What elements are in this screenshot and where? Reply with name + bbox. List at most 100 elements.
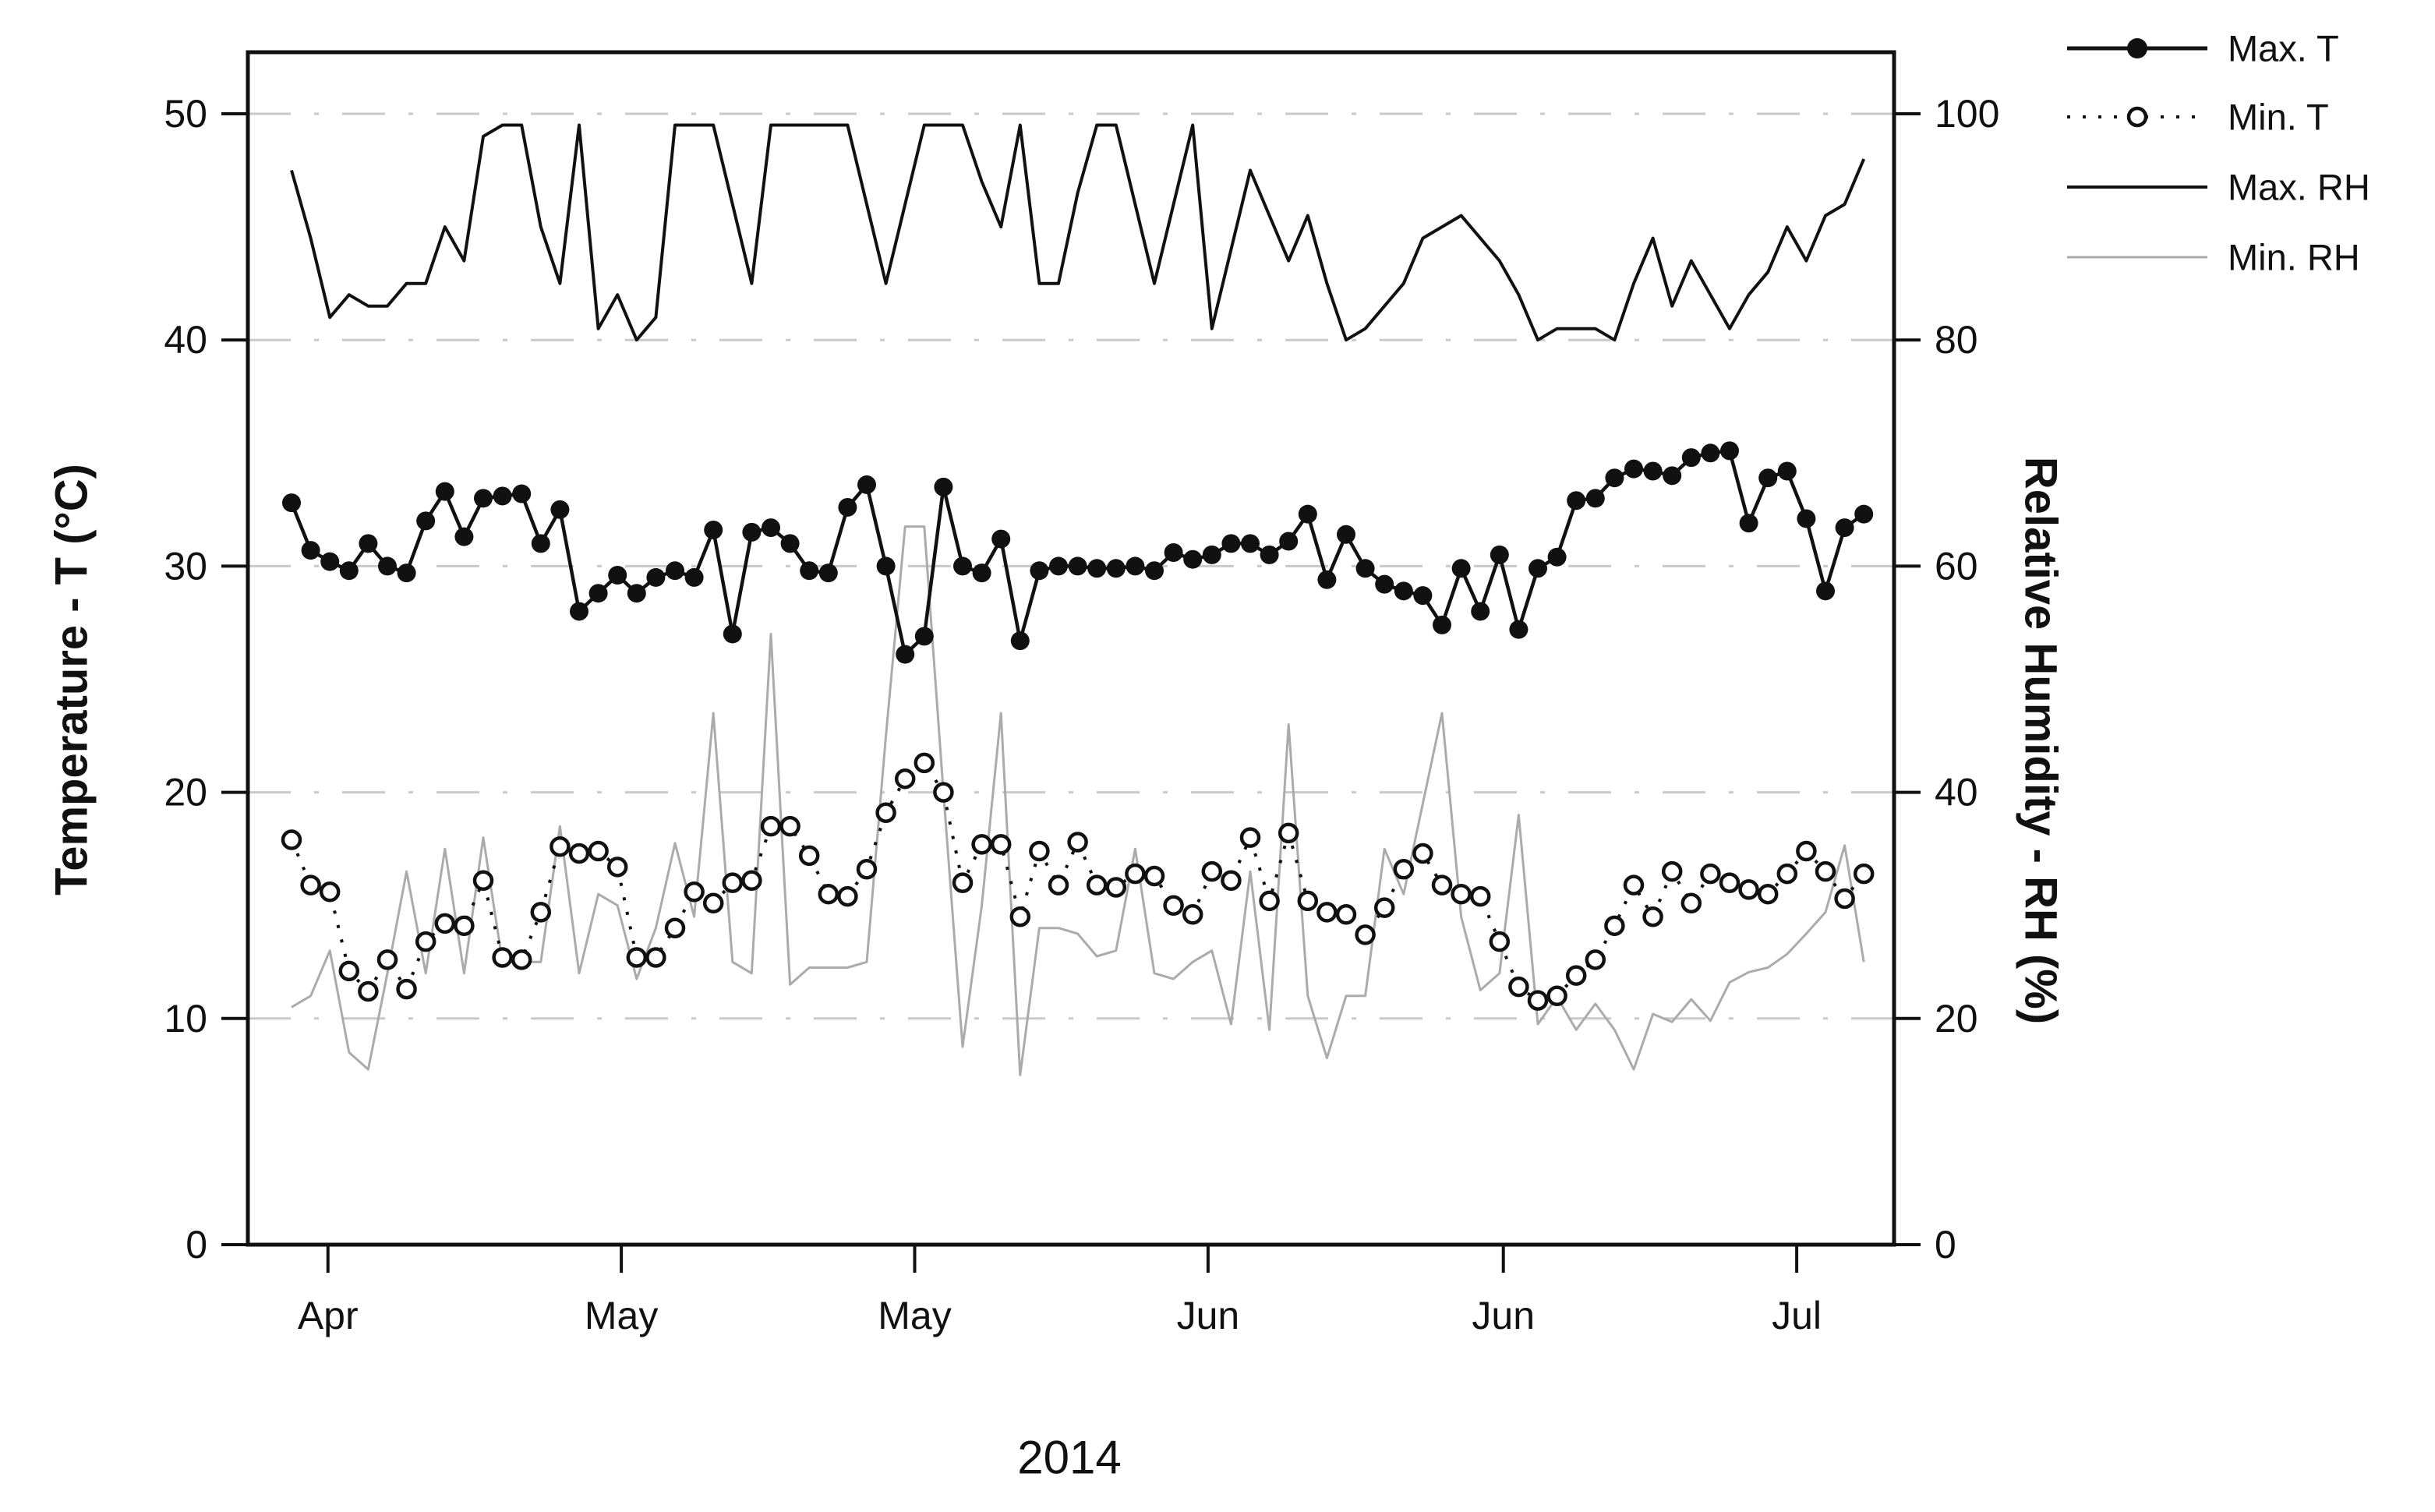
series-marker-max-t [339, 561, 359, 581]
series-marker-min-t [1201, 860, 1223, 882]
series-marker-max-t [684, 567, 704, 587]
left-tick-label-10: 10 [164, 997, 207, 1040]
x-tick-label-2: May [878, 1294, 951, 1337]
series-line-min-rh [291, 525, 1865, 1076]
series-marker-max-t [1433, 615, 1451, 634]
series-marker-max-t [723, 624, 742, 644]
series-marker-min-t [1796, 840, 1817, 862]
series-marker-max-t [320, 552, 340, 571]
x-tick-label-3: Jun [1177, 1294, 1240, 1337]
series-marker-min-t [492, 947, 513, 968]
series-marker-min-t [1009, 906, 1031, 927]
series-marker-max-t [1413, 586, 1433, 606]
series-marker-min-t [1642, 906, 1663, 927]
series-marker-max-t [1279, 532, 1299, 551]
series-marker-max-t [1585, 489, 1605, 508]
series-marker-max-t [1490, 545, 1509, 564]
series-marker-min-t [511, 949, 532, 970]
series-marker-min-t [472, 870, 494, 892]
left-tick-label-50: 50 [164, 92, 207, 136]
series-line-min-t [290, 760, 1865, 1002]
series-marker-max-t [1567, 491, 1586, 510]
series-marker-min-t [415, 931, 436, 952]
series-marker-min-t [1029, 840, 1050, 862]
left-tick-label-40: 40 [164, 318, 207, 362]
series-marker-min-t [664, 917, 686, 938]
series-marker-min-t [1105, 877, 1127, 898]
series-marker-max-t [1509, 620, 1529, 639]
series-marker-max-t [1221, 534, 1241, 553]
series-marker-min-t [434, 913, 456, 934]
series-marker-max-t [953, 556, 972, 576]
left-axis-title: Temperature - T (°C) [46, 464, 97, 896]
series-marker-min-t [645, 947, 666, 968]
x-tick-label-5: Jul [1772, 1294, 1822, 1337]
series-marker-max-t [876, 556, 896, 576]
right-tick-label-0: 0 [1935, 1223, 1956, 1266]
series-marker-min-t [1259, 890, 1280, 912]
series-marker-min-t [1623, 874, 1645, 896]
legend-label-2: Max. RH [2228, 167, 2370, 208]
series-marker-max-t [493, 486, 512, 506]
series-marker-min-t [798, 845, 820, 867]
series-marker-min-t [1278, 822, 1299, 844]
series-marker-min-t [856, 859, 878, 880]
series-marker-max-t [1605, 468, 1624, 488]
series-marker-min-t [1661, 860, 1683, 882]
series-marker-max-t [454, 527, 474, 546]
series-marker-min-t [702, 892, 724, 914]
series-marker-min-t [741, 870, 762, 892]
series-marker-min-t [1412, 843, 1433, 864]
series-marker-max-t [666, 561, 684, 581]
right-axis-title: Relative Humidity - RH (%) [2015, 456, 2066, 1025]
series-marker-min-t [684, 881, 705, 903]
series-marker-max-t [474, 489, 493, 508]
right-tick-label-20: 20 [1935, 997, 1978, 1040]
series-marker-min-t [1489, 931, 1511, 952]
right-tick-label-60: 60 [1935, 544, 1978, 588]
series-marker-max-t [818, 563, 838, 583]
series-marker-min-t [376, 949, 398, 970]
series-marker-min-t [396, 978, 417, 1000]
series-marker-min-t [760, 815, 782, 837]
series-marker-min-t [1700, 863, 1721, 885]
series-marker-max-t [704, 520, 723, 539]
series-marker-max-t [896, 645, 915, 664]
series-marker-max-t [1816, 581, 1835, 601]
series-marker-max-t [1547, 547, 1567, 567]
series-marker-max-t [934, 477, 953, 496]
series-marker-max-t [1202, 545, 1221, 564]
series-marker-min-t [1067, 832, 1088, 853]
series-marker-min-t [550, 835, 571, 857]
series-marker-max-t [1835, 518, 1854, 538]
series-marker-max-t [282, 493, 301, 513]
series-marker-min-t [1335, 904, 1357, 925]
series-marker-max-t [1451, 559, 1471, 578]
series-marker-min-t [281, 829, 302, 850]
series-marker-max-t [1355, 559, 1375, 578]
series-marker-max-t [1797, 509, 1816, 528]
legend-symbol-min-t-dot [2126, 106, 2148, 128]
legend-symbol-max-t-dot [2127, 38, 2147, 58]
series-marker-min-t [588, 840, 609, 862]
series-marker-max-t [570, 602, 588, 621]
series-marker-max-t [762, 518, 780, 538]
series-marker-min-t [952, 872, 974, 893]
series-marker-min-t [1508, 976, 1529, 998]
series-marker-min-t [894, 768, 916, 790]
series-marker-max-t [1068, 556, 1087, 576]
series-marker-max-t [1298, 504, 1317, 524]
series-marker-min-t [1565, 965, 1587, 986]
series-marker-max-t [1030, 561, 1049, 581]
x-tick-label-0: Apr [298, 1294, 359, 1337]
series-marker-min-t [1182, 904, 1203, 925]
series-marker-max-t [1164, 542, 1183, 562]
series-marker-min-t [1431, 874, 1453, 896]
series-marker-min-t [1221, 870, 1242, 892]
series-marker-min-t [1316, 902, 1338, 923]
series-marker-min-t [1604, 915, 1625, 937]
series-marker-max-t [1701, 443, 1720, 463]
series-marker-max-t [1241, 534, 1260, 553]
series-marker-min-t [818, 883, 839, 905]
right-tick-label-40: 40 [1935, 771, 1978, 814]
